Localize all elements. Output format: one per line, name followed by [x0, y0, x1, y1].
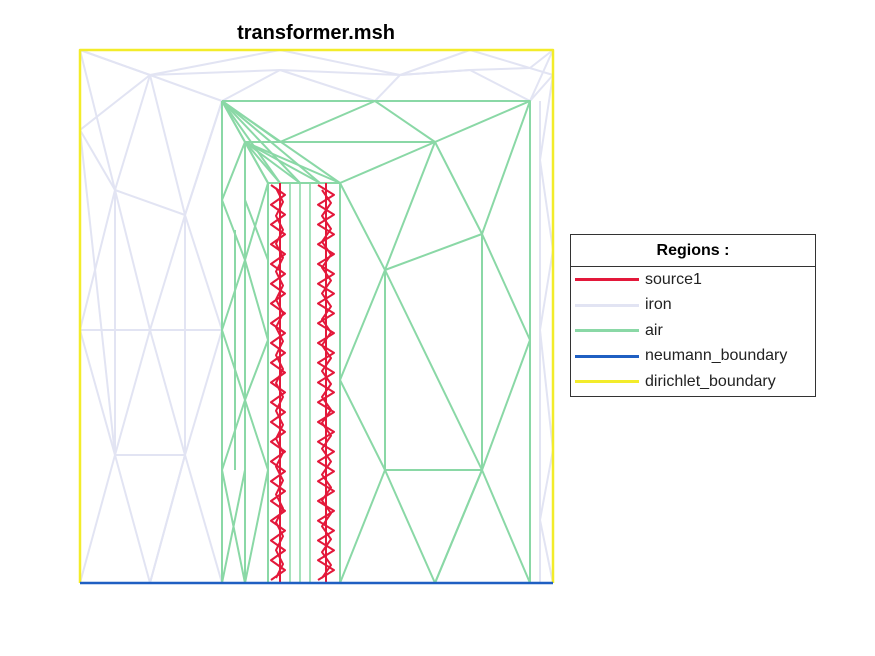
air-mesh-edge: [339, 269, 436, 584]
iron-mesh-edge: [79, 129, 116, 456]
legend-swatch-source1: [575, 278, 639, 282]
air-mesh-edge: [339, 141, 436, 271]
air-mesh-edge: [244, 141, 281, 184]
legend-label-air: air: [645, 321, 663, 339]
legend-title: Regions :: [571, 235, 815, 267]
legend-label-dirichlet-boundary: dirichlet_boundary: [645, 372, 776, 390]
air-mesh-edge: [244, 141, 301, 184]
source1-mesh-edge: [270, 184, 286, 581]
air-mesh-edge: [244, 141, 321, 184]
iron-mesh-edge: [79, 49, 116, 584]
source1-mesh-edge: [321, 189, 332, 579]
plot-title: transformer.msh: [237, 22, 395, 44]
air-mesh-edge: [434, 100, 531, 143]
legend-label-neumann-boundary: neumann_boundary: [645, 347, 788, 365]
air-mesh-edge: [221, 100, 376, 143]
legend-swatch-iron: [575, 303, 639, 307]
legend-label-source1: source1: [645, 270, 702, 288]
legend-entry-source1: source1: [571, 267, 815, 293]
dirichlet-boundary-edge: [78, 48, 555, 583]
air-mesh-edge: [384, 269, 483, 471]
legend-entry-iron: iron: [571, 293, 815, 319]
air-mesh-edge: [244, 141, 341, 184]
legend-entry-air: air: [571, 318, 815, 344]
legend-swatch-neumann-boundary: [575, 354, 639, 358]
air-mesh-edge: [221, 100, 321, 184]
iron-mesh-edge: [529, 74, 554, 584]
air-mesh-edge: [221, 100, 281, 184]
mesh-plot-area: [78, 48, 555, 585]
air-mesh-edge: [221, 141, 246, 584]
air-mesh-edge: [221, 100, 246, 143]
air-region-mesh: [221, 100, 531, 584]
legend: Regions : source1 iron air neumann_bound…: [570, 234, 816, 397]
air-mesh-edge: [244, 141, 269, 184]
air-mesh-edge: [481, 233, 531, 584]
legend-entry-dirichlet-boundary: dirichlet_boundary: [571, 369, 815, 395]
air-mesh-edge: [244, 199, 269, 261]
legend-label-iron: iron: [645, 296, 672, 314]
iron-mesh-edge: [529, 49, 554, 102]
air-mesh-edge: [221, 100, 301, 184]
legend-swatch-dirichlet-boundary: [575, 380, 639, 384]
iron-mesh-edge: [114, 189, 151, 331]
iron-mesh-edge: [149, 74, 223, 216]
iron-mesh-edge: [80, 454, 151, 584]
air-mesh-edge: [221, 469, 246, 584]
air-mesh-edge: [244, 182, 269, 584]
legend-entry-neumann-boundary: neumann_boundary: [571, 344, 815, 370]
iron-mesh-edge: [184, 329, 223, 456]
iron-mesh-edge: [184, 100, 223, 331]
source1-region-mesh: [270, 183, 335, 583]
iron-mesh-edge: [79, 129, 116, 191]
iron-mesh-edge: [149, 49, 554, 76]
boundary-mesh: [78, 48, 555, 585]
air-mesh-edge: [434, 469, 483, 584]
air-mesh-edge: [339, 469, 386, 584]
legend-swatch-air: [575, 329, 639, 333]
air-mesh-edge: [384, 270, 483, 584]
iron-mesh-edge: [221, 69, 531, 102]
iron-mesh-edge: [184, 454, 223, 584]
iron-mesh-edge: [115, 454, 186, 584]
